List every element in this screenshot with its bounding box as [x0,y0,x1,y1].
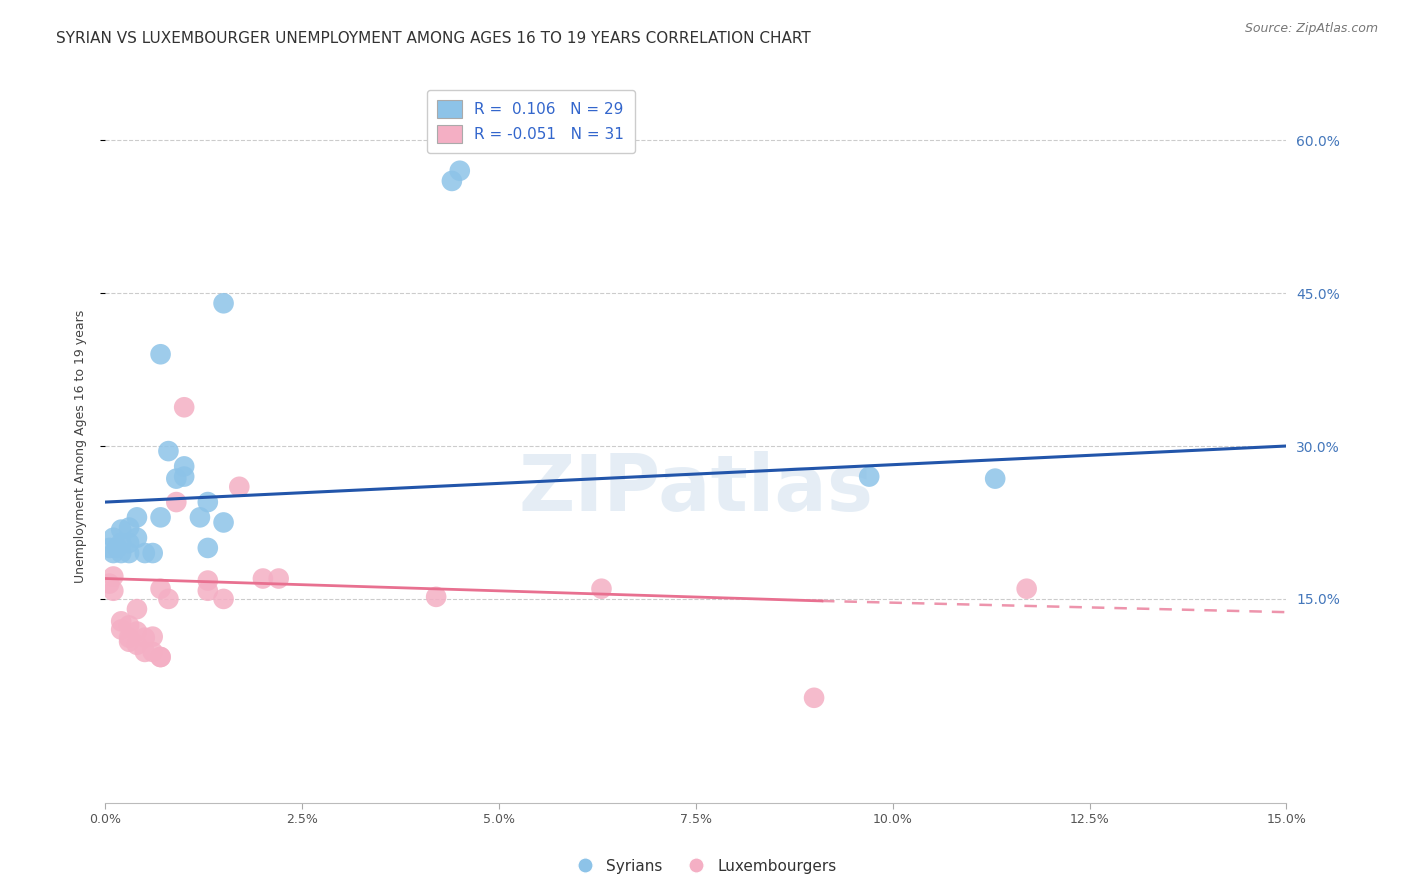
Point [1015,582,1038,596]
Point [118,520,141,534]
Point [134,645,156,659]
Point [125,510,148,524]
Point [134,546,156,560]
Point [173,469,195,483]
Point [197,541,219,555]
Point [103,569,125,583]
Legend: Syrians, Luxembourgers: Syrians, Luxembourgers [564,853,842,880]
Point [803,690,825,705]
Point [212,296,235,310]
Point [197,495,219,509]
Point [118,618,141,632]
Point [449,163,471,178]
Legend: R =  0.106   N = 29, R = -0.051   N = 31: R = 0.106 N = 29, R = -0.051 N = 31 [426,90,634,153]
Point [125,602,148,616]
Point [142,645,165,659]
Point [197,574,219,588]
Point [134,631,156,645]
Point [98,576,121,591]
Point [110,615,132,629]
Point [165,472,187,486]
Point [118,634,141,648]
Point [125,624,148,639]
Point [103,531,125,545]
Point [188,510,211,524]
Point [149,582,172,596]
Text: SYRIAN VS LUXEMBOURGER UNEMPLOYMENT AMONG AGES 16 TO 19 YEARS CORRELATION CHART: SYRIAN VS LUXEMBOURGER UNEMPLOYMENT AMON… [56,31,811,46]
Point [149,347,172,361]
Point [425,590,447,604]
Point [212,516,235,530]
Point [228,480,250,494]
Point [110,523,132,537]
Point [105,541,128,555]
Point [984,472,1007,486]
Point [118,536,141,550]
Point [157,591,180,606]
Text: ZIPatlas: ZIPatlas [519,450,873,527]
Point [103,583,125,598]
Point [125,638,148,652]
Point [110,623,132,637]
Point [118,546,141,560]
Point [212,591,235,606]
Point [125,531,148,545]
Point [267,572,290,586]
Point [165,495,187,509]
Point [142,630,165,644]
Point [110,546,132,560]
Point [110,536,132,550]
Point [591,582,613,596]
Point [173,401,195,415]
Point [118,631,141,645]
Point [252,572,274,586]
Point [149,510,172,524]
Text: Source: ZipAtlas.com: Source: ZipAtlas.com [1244,22,1378,36]
Point [149,650,172,665]
Point [142,546,165,560]
Point [149,650,172,665]
Point [440,174,463,188]
Point [858,469,880,483]
Point [197,583,219,598]
Point [157,444,180,458]
Point [103,546,125,560]
Point [98,541,121,555]
Point [173,459,195,474]
Y-axis label: Unemployment Among Ages 16 to 19 years: Unemployment Among Ages 16 to 19 years [75,310,87,582]
